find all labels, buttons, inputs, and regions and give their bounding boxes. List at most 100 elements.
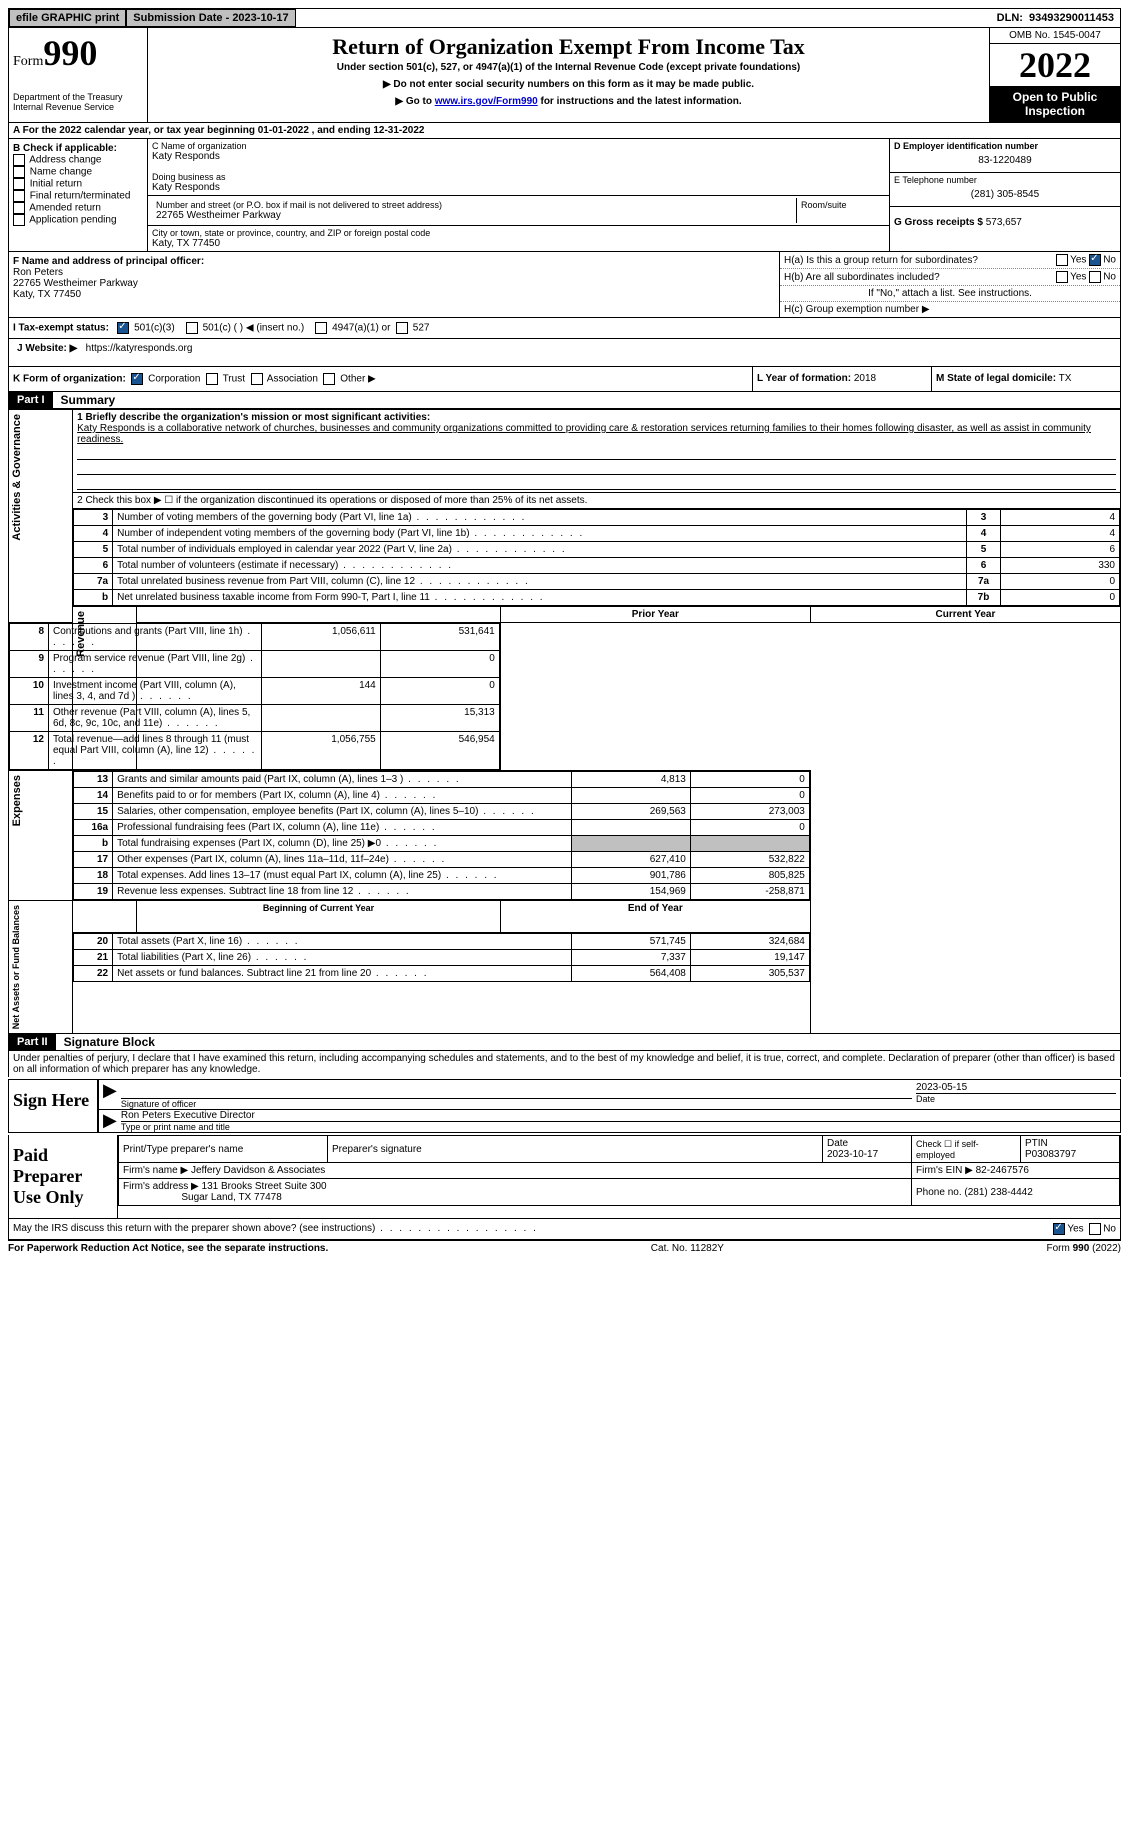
efile-print-button[interactable]: efile GRAPHIC print	[9, 9, 126, 27]
summary-row: 13Grants and similar amounts paid (Part …	[74, 772, 810, 788]
ein-value: 83-1220489	[894, 151, 1116, 170]
dln-value: 93493290011453	[1029, 10, 1120, 26]
arrow-icon: ▶	[99, 1080, 121, 1109]
box-i: I Tax-exempt status: 501(c)(3) 501(c) ( …	[8, 318, 1121, 339]
paid-preparer-label: Paid Preparer Use Only	[9, 1135, 117, 1218]
phone-value: (281) 305-8545	[894, 185, 1116, 204]
line2-discontinued: 2 Check this box ▶ ☐ if the organization…	[73, 493, 1121, 509]
street-address: 22765 Westheimer Parkway	[156, 210, 792, 221]
dba-name: Katy Responds	[152, 182, 885, 193]
room-suite-label: Room/suite	[797, 198, 885, 223]
boxb-option: Amended return	[13, 202, 143, 214]
summary-row: bNet unrelated business taxable income f…	[74, 590, 1120, 606]
declaration-text: Under penalties of perjury, I declare th…	[8, 1051, 1121, 1077]
omb-number: OMB No. 1545-0047	[990, 28, 1120, 44]
summary-row: 14Benefits paid to or for members (Part …	[74, 788, 810, 804]
summary-row: 16aProfessional fundraising fees (Part I…	[74, 820, 810, 836]
summary-table: Activities & Governance 1 Briefly descri…	[8, 409, 1121, 1034]
subtitle-3: ▶ Go to www.irs.gov/Form990 for instruct…	[152, 96, 985, 107]
dept-treasury: Department of the Treasury Internal Reve…	[13, 92, 143, 112]
boxb-option: Name change	[13, 166, 143, 178]
mission-text: Katy Responds is a collaborative network…	[77, 423, 1116, 445]
box-h: H(a) Is this a group return for subordin…	[780, 252, 1120, 317]
gross-receipts: 573,657	[986, 217, 1022, 228]
summary-row: 4Number of independent voting members of…	[74, 526, 1120, 542]
summary-row: 10Investment income (Part VIII, column (…	[10, 678, 500, 705]
box-b: B Check if applicable: Address change Na…	[9, 139, 148, 251]
summary-row: bTotal fundraising expenses (Part IX, co…	[74, 836, 810, 852]
year-formation: 2018	[854, 373, 876, 384]
corp-checkbox[interactable]	[131, 373, 143, 385]
summary-row: 15Salaries, other compensation, employee…	[74, 804, 810, 820]
arrow-icon: ▶	[99, 1110, 121, 1132]
form-number: 990	[43, 33, 97, 73]
box-f: F Name and address of principal officer:…	[9, 252, 780, 317]
summary-row: 11Other revenue (Part VIII, column (A), …	[10, 705, 500, 732]
box-j: J Website: ▶ https://katyresponds.org	[8, 339, 1121, 367]
ha-no-checkbox[interactable]	[1089, 254, 1101, 266]
summary-row: 18Total expenses. Add lines 13–17 (must …	[74, 868, 810, 884]
vlabel-governance: Activities & Governance	[9, 410, 25, 545]
firm-name: Jeffery Davidson & Associates	[191, 1165, 325, 1176]
ptin-value: P03083797	[1025, 1149, 1076, 1160]
section-bcd: B Check if applicable: Address change Na…	[8, 139, 1121, 252]
summary-row: 19Revenue less expenses. Subtract line 1…	[74, 884, 810, 900]
topbar: efile GRAPHIC print Submission Date - 20…	[8, 8, 1121, 28]
org-name: Katy Responds	[152, 151, 885, 162]
hb-yes-checkbox[interactable]	[1056, 271, 1068, 283]
vlabel-revenue: Revenue	[73, 607, 89, 661]
box-klm: K Form of organization: Corporation Trus…	[8, 367, 1121, 392]
row-a-calendar: A For the 2022 calendar year, or tax yea…	[8, 123, 1121, 139]
501c3-checkbox[interactable]	[117, 322, 129, 334]
boxb-option: Initial return	[13, 178, 143, 190]
firm-phone: (281) 238-4442	[964, 1187, 1032, 1198]
officer-name-title: Ron Peters Executive Director	[121, 1110, 1120, 1121]
ha-yes-checkbox[interactable]	[1056, 254, 1068, 266]
summary-row: 5Total number of individuals employed in…	[74, 542, 1120, 558]
discuss-yes-checkbox[interactable]	[1053, 1223, 1065, 1235]
boxb-option: Address change	[13, 154, 143, 166]
subtitle-1: Under section 501(c), 527, or 4947(a)(1)…	[152, 62, 985, 73]
section-fh: F Name and address of principal officer:…	[8, 252, 1121, 318]
prep-date: 2023-10-17	[827, 1149, 878, 1160]
form-title: Return of Organization Exempt From Incom…	[152, 34, 985, 60]
form-label: Form	[13, 54, 43, 69]
summary-row: 17Other expenses (Part IX, column (A), l…	[74, 852, 810, 868]
sign-here-block: Sign Here ▶ Signature of officer 2023-05…	[8, 1079, 1121, 1133]
dln-label: DLN:	[991, 10, 1029, 26]
boxb-option: Final return/terminated	[13, 190, 143, 202]
part2-header: Part II Signature Block	[8, 1034, 1121, 1051]
part1-header: Part I Summary	[8, 392, 1121, 409]
page-footer: For Paperwork Reduction Act Notice, see …	[8, 1240, 1121, 1254]
summary-row: 20Total assets (Part X, line 16)571,7453…	[74, 934, 810, 950]
summary-row: 22Net assets or fund balances. Subtract …	[74, 966, 810, 982]
discuss-row: May the IRS discuss this return with the…	[8, 1219, 1121, 1240]
open-to-public: Open to Public Inspection	[990, 86, 1120, 122]
submission-date: Submission Date - 2023-10-17	[126, 9, 295, 27]
vlabel-expenses: Expenses	[9, 771, 25, 830]
website-value: https://katyresponds.org	[86, 343, 193, 354]
firm-ein: 82-2467576	[976, 1165, 1029, 1176]
summary-row: 7aTotal unrelated business revenue from …	[74, 574, 1120, 590]
box-d: D Employer identification number 83-1220…	[889, 139, 1120, 251]
summary-row: 3Number of voting members of the governi…	[74, 510, 1120, 526]
summary-row: 21Total liabilities (Part X, line 26)7,3…	[74, 950, 810, 966]
hb-no-checkbox[interactable]	[1089, 271, 1101, 283]
discuss-no-checkbox[interactable]	[1089, 1223, 1101, 1235]
boxb-option: Application pending	[13, 214, 143, 226]
state-domicile: TX	[1059, 373, 1072, 384]
irs-link[interactable]: www.irs.gov/Form990	[435, 96, 538, 107]
summary-row: 6Total number of volunteers (estimate if…	[74, 558, 1120, 574]
box-c: C Name of organization Katy Responds Doi…	[148, 139, 889, 251]
tax-year: 2022	[990, 44, 1120, 86]
officer-name: Ron Peters	[13, 267, 775, 278]
paid-preparer-block: Paid Preparer Use Only Print/Type prepar…	[8, 1135, 1121, 1219]
firm-address: 131 Brooks Street Suite 300	[202, 1181, 327, 1192]
vlabel-netassets: Net Assets or Fund Balances	[9, 901, 23, 1033]
sign-here-label: Sign Here	[9, 1080, 97, 1132]
summary-row: 12Total revenue—add lines 8 through 11 (…	[10, 732, 500, 770]
subtitle-2: ▶ Do not enter social security numbers o…	[152, 79, 985, 90]
city-state-zip: Katy, TX 77450	[152, 238, 885, 249]
sig-date: 2023-05-15	[916, 1082, 1116, 1093]
form-header: Form990 Department of the Treasury Inter…	[8, 28, 1121, 123]
